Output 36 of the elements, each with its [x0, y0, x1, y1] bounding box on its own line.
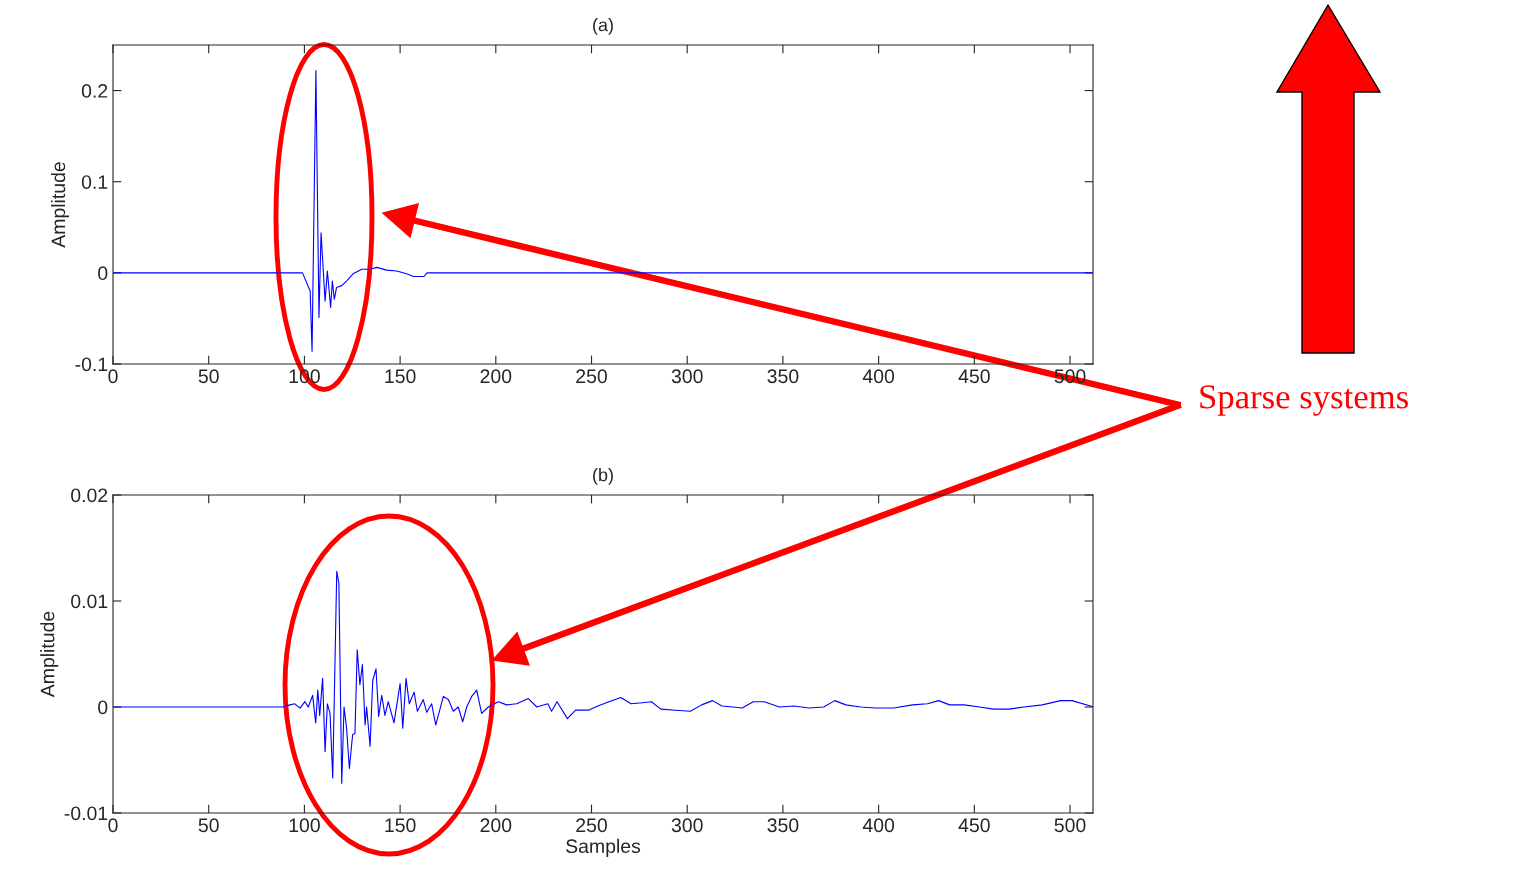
y-tick-label: 0.02 [71, 488, 108, 503]
line-series [113, 69, 1093, 352]
x-tick-label: 150 [385, 818, 416, 833]
x-tick-label: 0 [108, 369, 118, 384]
x-axis-title: Samples [566, 838, 641, 857]
chart-title: (a) [593, 18, 613, 35]
chart-title: (b) [593, 468, 613, 485]
x-tick-label: 0 [108, 818, 118, 833]
x-tick-label: 350 [767, 369, 799, 384]
x-tick-label: 200 [480, 369, 512, 384]
x-tick-label: 50 [198, 369, 219, 384]
line-series [113, 570, 1093, 784]
x-tick-label: 150 [385, 369, 416, 384]
x-tick-label: 300 [671, 818, 703, 833]
y-tick-label: 0.01 [71, 594, 108, 609]
x-tick-label: 50 [198, 818, 219, 833]
x-tick-label: 400 [862, 818, 895, 833]
x-tick-label: 250 [576, 818, 607, 833]
y-tick-label: -0.1 [75, 357, 108, 372]
y-tick-label: 0 [98, 700, 108, 715]
y-tick-label: 0 [98, 266, 108, 281]
x-tick-label: 200 [480, 818, 512, 833]
y-tick-label: 0.1 [81, 175, 108, 189]
y-tick-label: 0.2 [81, 84, 108, 98]
x-tick-label: 100 [289, 818, 320, 833]
x-tick-label: 300 [671, 369, 703, 384]
y-axis-title: Amplitude [50, 162, 70, 248]
x-tick-label: 250 [576, 369, 607, 384]
y-tick-label: -0.01 [64, 806, 108, 821]
x-tick-label: 450 [958, 818, 990, 833]
x-tick-label: 450 [958, 369, 990, 384]
x-tick-label: 500 [1054, 818, 1086, 833]
x-tick-label: 400 [862, 369, 895, 384]
y-axis-title: Amplitude [40, 611, 59, 698]
text: Sparse systems [1200, 385, 1408, 416]
x-tick-label: 350 [767, 818, 799, 833]
